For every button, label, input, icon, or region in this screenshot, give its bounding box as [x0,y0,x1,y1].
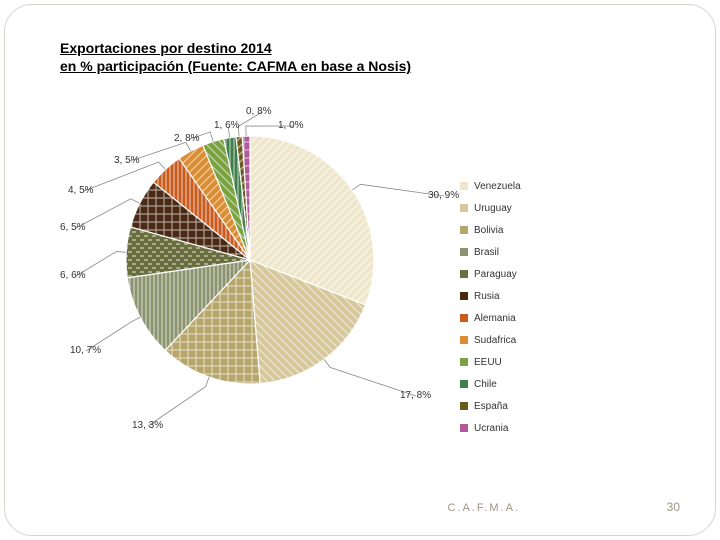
legend-swatch [460,204,468,212]
chart-title-line2: en % participación (Fuente: CAFMA en bas… [60,58,411,74]
legend-swatch [460,380,468,388]
legend-item-chile: Chile [460,373,521,395]
legend-label: Alemania [474,313,516,324]
slice-label-alemania: 4, 5% [68,185,94,196]
legend-label: Uruguay [474,203,512,214]
slice-label-brasil: 10, 7% [70,345,101,356]
legend-label: Venezuela [474,181,521,192]
slice-label-españa: 0, 8% [246,106,272,117]
legend-label: Paraguay [474,269,517,280]
slice-label-paraguay: 6, 6% [60,270,86,281]
slide-page: Exportaciones por destino 2014 en % part… [0,0,720,540]
legend-label: Sudafrica [474,335,516,346]
slice-label-chile: 1, 6% [214,120,240,131]
legend-label: EEUU [474,357,502,368]
slice-label-bolivia: 13, 3% [132,420,163,431]
legend-swatch [460,402,468,410]
slice-label-eeuu: 2, 8% [174,133,200,144]
slice-label-rusia: 6, 5% [60,222,86,233]
legend-item-ucrania: Ucrania [460,417,521,439]
legend-swatch [460,292,468,300]
legend-item-brasil: Brasil [460,241,521,263]
legend-label: Ucrania [474,423,508,434]
chart-title-line1: Exportaciones por destino 2014 [60,40,272,56]
pie-chart: 30, 9%17, 8%13, 3%10, 7%6, 6%6, 5%4, 5%3… [120,130,380,390]
legend-item-eeuu: EEUU [460,351,521,373]
slice-label-ucrania: 1, 0% [278,120,304,131]
legend-swatch [460,424,468,432]
legend-label: Chile [474,379,497,390]
legend-swatch [460,358,468,366]
legend-swatch [460,314,468,322]
slice-label-uruguay: 17, 8% [400,390,431,401]
page-number: 30 [667,500,680,514]
legend-item-españa: España [460,395,521,417]
slice-label-venezuela: 30, 9% [428,190,459,201]
legend-label: Rusia [474,291,500,302]
legend-item-rusia: Rusia [460,285,521,307]
legend-swatch [460,226,468,234]
legend-label: Bolivia [474,225,503,236]
footer-brand: C.A.F.M.A. [447,502,520,514]
legend-item-alemania: Alemania [460,307,521,329]
legend-label: Brasil [474,247,499,258]
legend-item-uruguay: Uruguay [460,197,521,219]
legend-item-paraguay: Paraguay [460,263,521,285]
legend-label: España [474,401,508,412]
legend-swatch [460,336,468,344]
legend: Venezuela Uruguay Bolivia Brasil Paraguay Rus… [460,175,521,439]
legend-swatch [460,182,468,190]
legend-swatch [460,270,468,278]
legend-swatch [460,248,468,256]
legend-item-sudafrica: Sudafrica [460,329,521,351]
slice-label-sudafrica: 3, 5% [114,155,140,166]
legend-item-bolivia: Bolivia [460,219,521,241]
legend-item-venezuela: Venezuela [460,175,521,197]
